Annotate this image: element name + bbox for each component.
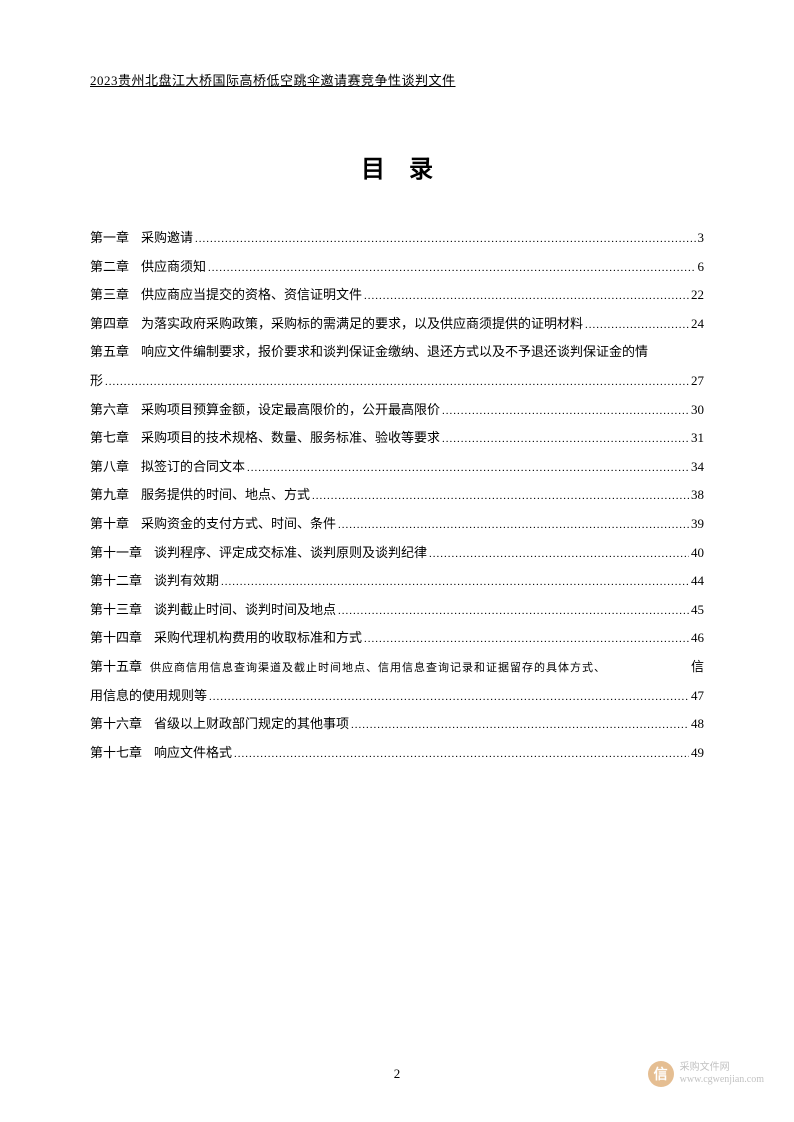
toc-dots	[585, 313, 689, 337]
toc-page-number: 48	[691, 710, 704, 739]
toc-dots	[105, 370, 689, 394]
toc-dots	[234, 742, 689, 766]
toc-entry-title: 供应商信用信息查询渠道及截止时间地点、信用信息查询记录和证据留存的具体方式、	[150, 656, 606, 680]
toc-entry-title: 采购项目的技术规格、数量、服务标准、验收等要求	[141, 424, 440, 453]
toc-entry-continuation-text: 形	[90, 367, 103, 396]
toc-entry: 第八章拟签订的合同文本 34	[90, 453, 704, 482]
toc-dots	[442, 399, 689, 423]
toc-entry-title: 谈判有效期	[154, 567, 219, 596]
toc-chapter-label: 第一章	[90, 224, 129, 253]
toc-entry-title: 采购邀请	[141, 224, 193, 253]
toc-chapter-label: 第五章	[90, 344, 129, 359]
toc-chapter-label: 第十七章	[90, 739, 142, 768]
toc-chapter-label: 第十四章	[90, 624, 142, 653]
document-page: 2023贵州北盘江大桥国际高桥低空跳伞邀请赛竞争性谈判文件 目录 第一章采购邀请…	[0, 0, 794, 1122]
toc-entry-title: 供应商应当提交的资格、资信证明文件	[141, 281, 362, 310]
toc-page-number: 6	[698, 253, 705, 282]
toc-chapter-label: 第三章	[90, 281, 129, 310]
toc-chapter-label: 第十二章	[90, 567, 142, 596]
toc-entry: 第十二章谈判有效期 44	[90, 567, 704, 596]
toc-page-number: 39	[691, 510, 704, 539]
toc-dots	[364, 627, 689, 651]
toc-page-number: 45	[691, 596, 704, 625]
toc-page-number: 44	[691, 567, 704, 596]
toc-page-number: 38	[691, 481, 704, 510]
toc-chapter-label: 第十一章	[90, 539, 142, 568]
toc-page-number: 49	[691, 739, 704, 768]
toc-entry: 第十一章谈判程序、评定成交标准、谈判原则及谈判纪律 40	[90, 539, 704, 568]
toc-dots	[442, 427, 689, 451]
toc-entry: 第一章采购邀请 3	[90, 224, 704, 253]
toc-page-number: 24	[691, 310, 704, 339]
toc-chapter-label: 第九章	[90, 481, 129, 510]
toc-dots	[338, 513, 689, 537]
toc-page-number: 30	[691, 396, 704, 425]
toc-entry-title-end: 信	[691, 653, 704, 682]
toc-container: 第一章采购邀请3第二章供应商须知6第三章供应商应当提交的资格、资信证明文件22第…	[90, 224, 704, 767]
toc-chapter-label: 第十章	[90, 510, 129, 539]
toc-entry-title: 响应文件编制要求，报价要求和谈判保证金缴纳、退还方式以及不予退还谈判保证金的情	[141, 344, 648, 359]
watermark-text: 采购文件网 www.cgwenjian.com	[680, 1062, 764, 1086]
toc-entry: 第十三章谈判截止时间、谈判时间及地点 45	[90, 596, 704, 625]
toc-entry-continuation: 用信息的使用规则等 47	[90, 682, 704, 711]
toc-chapter-label: 第七章	[90, 424, 129, 453]
toc-entry-title: 采购项目预算金额，设定最高限价的，公开最高限价	[141, 396, 440, 425]
toc-entry: 第四章为落实政府采购政策，采购标的需满足的要求，以及供应商须提供的证明材料 24	[90, 310, 704, 339]
toc-chapter-label: 第二章	[90, 253, 129, 282]
toc-dots	[195, 227, 695, 251]
toc-entry: 第十章采购资金的支付方式、时间、条件 39	[90, 510, 704, 539]
page-header-title: 2023贵州北盘江大桥国际高桥低空跳伞邀请赛竞争性谈判文件	[90, 70, 704, 89]
toc-entry-title: 谈判截止时间、谈判时间及地点	[154, 596, 336, 625]
toc-entry: 第十六章省级以上财政部门规定的其他事项 48	[90, 710, 704, 739]
toc-entry: 第二章供应商须知 6	[90, 253, 704, 282]
toc-entry: 第十四章采购代理机构费用的收取标准和方式 46	[90, 624, 704, 653]
toc-entry: 第九章服务提供的时间、地点、方式 38	[90, 481, 704, 510]
toc-page-number: 46	[691, 624, 704, 653]
toc-entry: 第七章采购项目的技术规格、数量、服务标准、验收等要求 31	[90, 424, 704, 453]
toc-dots	[247, 456, 689, 480]
toc-chapter-label: 第四章	[90, 310, 129, 339]
toc-entry-title: 响应文件格式	[154, 739, 232, 768]
watermark-url: www.cgwenjian.com	[680, 1074, 764, 1086]
toc-page-number: 40	[691, 539, 704, 568]
toc-page-number: 3	[698, 224, 705, 253]
toc-entry: 第十七章响应文件格式 49	[90, 739, 704, 768]
toc-entry-title: 谈判程序、评定成交标准、谈判原则及谈判纪律	[154, 539, 427, 568]
toc-chapter-label: 第十五章	[90, 653, 142, 682]
toc-chapter-label: 第十六章	[90, 710, 142, 739]
toc-page-number: 27	[691, 367, 704, 396]
watermark-name: 采购文件网	[680, 1062, 764, 1074]
watermark: 信 采购文件网 www.cgwenjian.com	[648, 1061, 764, 1087]
toc-dots	[338, 599, 689, 623]
toc-entry-title: 服务提供的时间、地点、方式	[141, 481, 310, 510]
toc-entry-title: 采购资金的支付方式、时间、条件	[141, 510, 336, 539]
toc-chapter-label: 第十三章	[90, 596, 142, 625]
toc-entry-title: 为落实政府采购政策，采购标的需满足的要求，以及供应商须提供的证明材料	[141, 310, 583, 339]
toc-chapter-label: 第六章	[90, 396, 129, 425]
toc-page-number: 31	[691, 424, 704, 453]
toc-dots	[429, 542, 689, 566]
toc-entry-title: 供应商须知	[141, 253, 206, 282]
toc-dots	[312, 484, 689, 508]
toc-dots	[209, 685, 689, 709]
toc-entry-title: 采购代理机构费用的收取标准和方式	[154, 624, 362, 653]
toc-chapter-label: 第八章	[90, 453, 129, 482]
toc-dots	[364, 284, 689, 308]
toc-entry-continuation: 形 27	[90, 367, 704, 396]
toc-page-number: 47	[691, 682, 704, 711]
toc-dots	[351, 713, 689, 737]
toc-dots	[221, 570, 689, 594]
toc-entry-continuation-text: 用信息的使用规则等	[90, 682, 207, 711]
toc-entry-title: 拟签订的合同文本	[141, 453, 245, 482]
toc-dots	[208, 256, 695, 280]
watermark-icon: 信	[648, 1061, 674, 1087]
toc-page-number: 22	[691, 281, 704, 310]
toc-entry: 第三章供应商应当提交的资格、资信证明文件 22	[90, 281, 704, 310]
toc-entry: 第六章采购项目预算金额，设定最高限价的，公开最高限价 30	[90, 396, 704, 425]
toc-entry-title: 省级以上财政部门规定的其他事项	[154, 710, 349, 739]
toc-heading: 目录	[90, 149, 704, 184]
toc-entry: 第十五章供应商信用信息查询渠道及截止时间地点、信用信息查询记录和证据留存的具体方…	[90, 653, 704, 682]
toc-entry: 第五章响应文件编制要求，报价要求和谈判保证金缴纳、退还方式以及不予退还谈判保证金…	[90, 338, 704, 367]
toc-page-number: 34	[691, 453, 704, 482]
